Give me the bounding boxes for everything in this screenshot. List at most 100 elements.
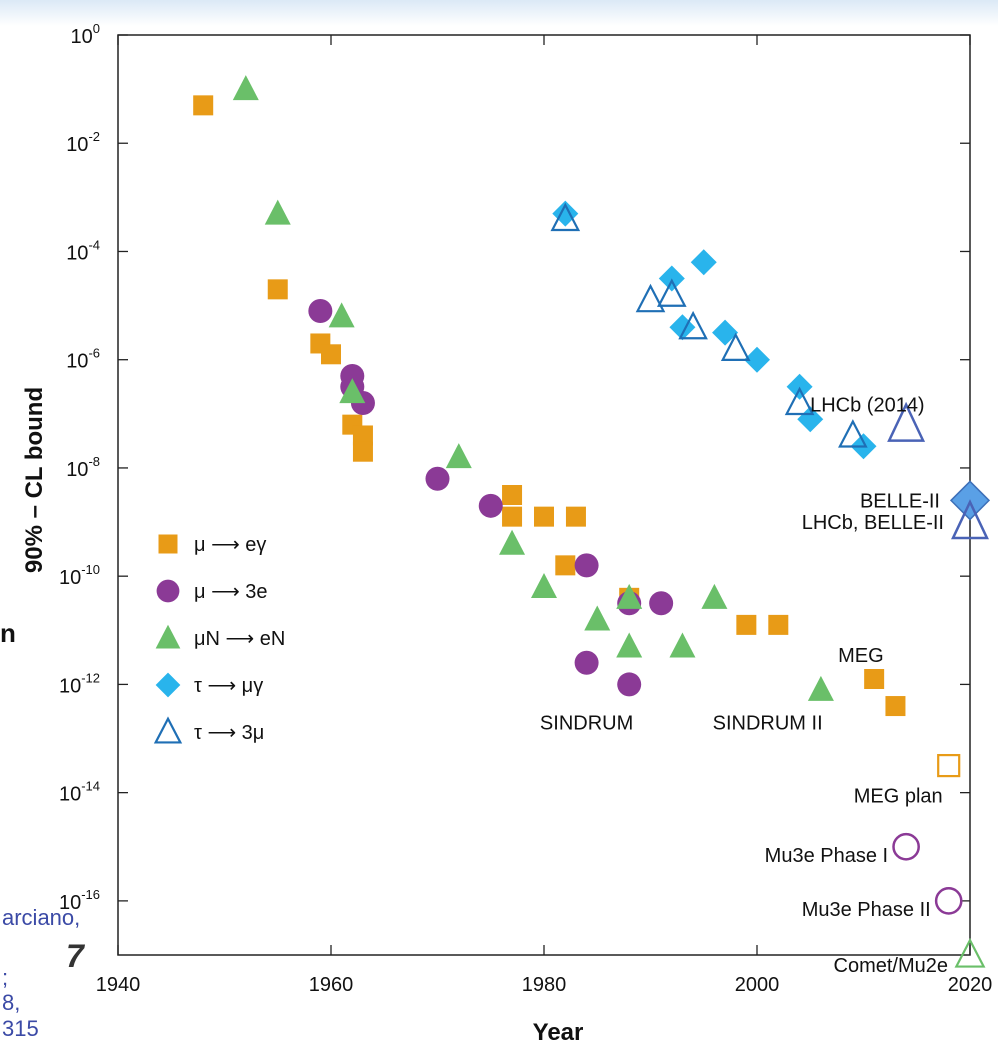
experiment-label: SINDRUM xyxy=(540,712,633,734)
legend-marker xyxy=(155,624,181,649)
data-point xyxy=(669,632,696,658)
data-point xyxy=(617,672,642,697)
axis-ticks xyxy=(117,34,971,955)
data-point xyxy=(531,573,557,598)
data-point xyxy=(736,614,757,635)
data-point xyxy=(232,75,259,101)
data-point xyxy=(720,332,751,361)
y-tick-label: 10-6 xyxy=(66,346,100,373)
data-point xyxy=(584,605,611,631)
data-point xyxy=(797,406,824,433)
projection-marker xyxy=(892,832,920,861)
projection-label: MEG plan xyxy=(854,786,943,808)
data-point xyxy=(425,466,450,491)
data-point xyxy=(635,283,666,313)
data-point xyxy=(502,485,523,505)
x-tick-label: 1980 xyxy=(522,974,567,996)
data-point xyxy=(701,583,728,609)
x-tick-label: 2000 xyxy=(735,974,780,996)
legend-label: τ ⟶ 3μ xyxy=(194,722,264,744)
legend-label: μ ⟶ eγ xyxy=(194,534,266,556)
data-point xyxy=(656,278,687,307)
data-point xyxy=(616,583,643,609)
data-point xyxy=(193,95,214,116)
data-point xyxy=(574,650,599,675)
projection-marker xyxy=(951,499,989,540)
legend-label: μ ⟶ 3e xyxy=(194,581,268,603)
legend-marker xyxy=(158,534,178,554)
x-axis-title: Year xyxy=(533,1019,584,1046)
projection-marker xyxy=(954,937,986,968)
legend: μ ⟶ eγ μ ⟶ 3e μN ⟶ eN τ ⟶ μγ τ ⟶ 3μ xyxy=(153,534,285,744)
projection-marker xyxy=(937,753,961,778)
y-tick-label: 100 xyxy=(71,21,100,48)
data-point xyxy=(807,675,834,701)
projection-label: LHCb (2014) xyxy=(810,395,925,417)
legend-marker xyxy=(155,672,181,698)
data-point xyxy=(565,506,586,527)
data-point xyxy=(308,299,333,323)
slide-reference-semicolon: ; xyxy=(2,965,9,990)
data-point xyxy=(328,302,355,328)
data-point xyxy=(864,669,885,689)
legend-label: τ ⟶ μγ xyxy=(194,675,263,697)
slide-number: 7 xyxy=(66,938,84,974)
projection-marker xyxy=(887,401,926,442)
y-tick-label: 10-10 xyxy=(59,562,100,589)
data-point xyxy=(502,506,523,527)
data-point xyxy=(712,319,739,346)
slide-reference-line2: 8, 315 xyxy=(2,990,39,1041)
data-points xyxy=(193,75,906,717)
plot-frame xyxy=(117,34,971,956)
x-tick-label: 1940 xyxy=(96,974,141,996)
y-tick-label: 10-12 xyxy=(59,670,100,697)
data-point xyxy=(784,386,815,416)
slide-left-char: n xyxy=(0,618,16,648)
data-point xyxy=(690,249,717,276)
data-point xyxy=(678,310,708,340)
y-tick-label: 10-14 xyxy=(59,779,100,806)
data-point xyxy=(616,632,643,658)
y-tick-label: 10-8 xyxy=(66,454,100,481)
slide-reference-line1: arciano, xyxy=(2,905,81,930)
data-point xyxy=(478,493,503,518)
data-point xyxy=(550,202,581,232)
experiment-annotations: SINDRUM SINDRUM II xyxy=(540,712,823,734)
slide-top-band xyxy=(0,0,998,26)
data-point xyxy=(352,441,373,462)
projection-label: Mu3e Phase II xyxy=(802,899,931,921)
projection-label: Comet/Mu2e xyxy=(834,955,949,977)
data-point xyxy=(264,199,291,225)
y-tick-labels: 100 10-2 10-4 10-6 10-8 10-10 10-12 10-14 10-16 xyxy=(59,21,100,914)
data-point xyxy=(339,378,366,404)
projection-marker xyxy=(934,887,963,915)
data-point xyxy=(352,425,373,446)
legend-marker xyxy=(153,716,183,744)
data-point xyxy=(267,279,288,300)
y-axis-title: 90% – CL bound xyxy=(21,387,48,573)
y-tick-label: 10-2 xyxy=(66,129,100,156)
projection-label: Mu3e Phase I xyxy=(765,845,888,867)
legend-marker xyxy=(156,579,180,603)
data-point xyxy=(768,614,789,635)
y-tick-label: 10-16 xyxy=(59,887,100,914)
data-point xyxy=(838,419,868,448)
data-point xyxy=(649,591,674,616)
legend-label: μN ⟶ eN xyxy=(194,628,285,650)
data-point xyxy=(555,555,576,576)
x-tick-label: 1960 xyxy=(309,974,354,996)
data-point xyxy=(574,553,599,578)
data-point xyxy=(321,344,341,365)
data-point xyxy=(445,443,472,469)
projection-label: LHCb, BELLE-II xyxy=(802,512,944,534)
projection-label: BELLE-II xyxy=(860,490,940,512)
data-point xyxy=(744,346,770,373)
data-point xyxy=(499,529,526,555)
data-point xyxy=(534,506,554,527)
y-tick-label: 10-4 xyxy=(66,237,100,264)
data-point xyxy=(552,200,579,227)
x-tick-label: 2020 xyxy=(948,974,993,996)
x-tick-labels: 1940 1960 1980 2000 2020 xyxy=(96,974,993,996)
